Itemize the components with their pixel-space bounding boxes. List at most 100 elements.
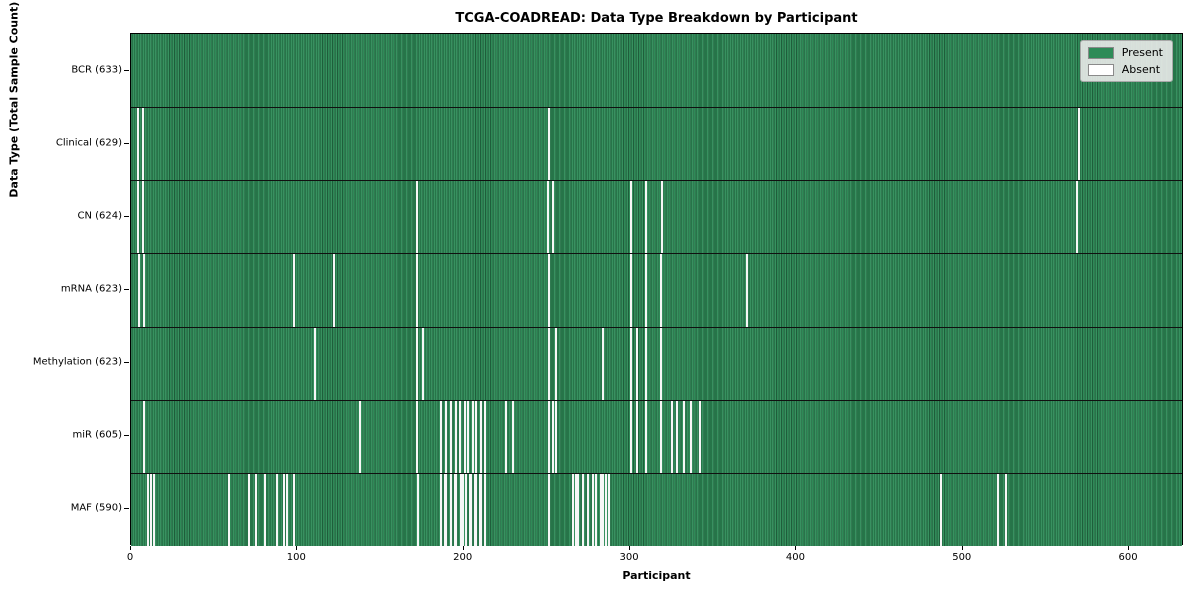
absent-mark [445, 473, 448, 546]
absent-mark [450, 473, 453, 546]
absent-mark [146, 473, 149, 546]
absent-mark [548, 108, 551, 181]
y-axis-label: Data Type (Total Sample Count) [7, 1, 21, 198]
absent-mark [475, 473, 478, 546]
absent-mark [644, 327, 647, 400]
x-tick-mark [296, 546, 298, 550]
absent-mark [682, 400, 685, 473]
absent-mark [292, 254, 295, 327]
y-tick-mark [124, 362, 129, 364]
absent-mark [586, 473, 589, 546]
x-tick-mark [462, 546, 464, 550]
absent-mark [136, 108, 139, 181]
absent-mark [475, 400, 478, 473]
y-tick-label-mrna: mRNA (623) [60, 283, 122, 295]
absent-mark [599, 473, 602, 546]
absent-mark [282, 473, 285, 546]
present-swatch [1087, 46, 1114, 59]
y-tick-label-bcr: BCR (633) [71, 64, 122, 76]
absent-mark [629, 400, 632, 473]
y-tick-label-cn: CN (624) [77, 210, 122, 222]
absent-mark [940, 473, 943, 546]
absent-mark [659, 400, 662, 473]
y-tick-mark [124, 289, 129, 290]
y-tick-label-methylation: Methylation (623) [32, 356, 122, 368]
absent-mark [450, 400, 453, 473]
absent-mark [608, 473, 611, 546]
absent-mark [455, 473, 458, 546]
y-tick-label-clinical: Clinical (629) [55, 137, 122, 149]
absent-mark [576, 473, 579, 546]
absent-mark [604, 473, 607, 546]
y-tick-mark [124, 508, 129, 510]
absent-swatch [1087, 63, 1114, 76]
datatype-row-mrna [131, 253, 1182, 327]
legend-absent-label: Absent [1121, 63, 1161, 76]
absent-mark [227, 473, 230, 546]
y-tick-mark [124, 142, 129, 144]
absent-mark [659, 254, 662, 327]
absent-mark [574, 473, 577, 546]
absent-mark [247, 473, 250, 546]
absent-mark [415, 400, 418, 473]
absent-mark [555, 327, 558, 400]
absent-mark [473, 473, 476, 546]
absent-mark [594, 473, 597, 546]
absent-mark [443, 473, 446, 546]
absent-mark [591, 473, 594, 546]
absent-mark [551, 181, 554, 254]
absent-mark [149, 473, 152, 546]
absent-mark [143, 400, 146, 473]
absent-mark [314, 327, 317, 400]
absent-mark [141, 181, 144, 254]
absent-mark [548, 400, 551, 473]
x-tick-mark [629, 546, 631, 550]
absent-mark [292, 473, 295, 546]
absent-mark [445, 400, 448, 473]
absent-mark [332, 254, 335, 327]
x-tick-mark [130, 546, 131, 550]
x-tick-label-400: 400 [785, 552, 805, 563]
chart-title: TCGA-COADREAD: Data Type Breakdown by Pa… [455, 11, 858, 26]
x-tick-mark [961, 546, 963, 550]
absent-mark [465, 473, 468, 546]
absent-mark [455, 400, 458, 473]
absent-mark [671, 400, 674, 473]
absent-mark [548, 327, 551, 400]
absent-mark [745, 254, 748, 327]
absent-mark [467, 400, 470, 473]
x-tick-mark [795, 546, 797, 550]
rows-container [131, 34, 1182, 546]
absent-mark [453, 473, 456, 546]
absent-mark [468, 473, 471, 546]
absent-mark [480, 473, 483, 546]
absent-mark [483, 473, 486, 546]
x-tick-label-200: 200 [453, 552, 473, 563]
absent-mark [478, 473, 481, 546]
absent-mark [264, 473, 267, 546]
absent-mark [629, 327, 632, 400]
absent-mark [136, 181, 139, 254]
x-axis-label: Participant [622, 569, 691, 582]
absent-mark [463, 400, 466, 473]
absent-mark [138, 254, 141, 327]
absent-mark [644, 181, 647, 254]
x-tick-label-300: 300 [619, 552, 639, 563]
legend: Present Absent [1079, 40, 1173, 82]
absent-mark [601, 473, 604, 546]
absent-mark [359, 400, 362, 473]
absent-mark [629, 181, 632, 254]
absent-mark [276, 473, 279, 546]
legend-item-absent: Absent [1087, 63, 1163, 76]
absent-mark [415, 327, 418, 400]
absent-mark [676, 400, 679, 473]
absent-mark [462, 473, 465, 546]
y-tick-label-mir: miR (605) [72, 429, 122, 441]
absent-mark [415, 181, 418, 254]
absent-mark [551, 400, 554, 473]
absent-mark [661, 181, 664, 254]
datatype-row-clinical [131, 107, 1182, 181]
x-tick-label-100: 100 [286, 552, 306, 563]
absent-mark [480, 400, 483, 473]
absent-mark [470, 473, 473, 546]
